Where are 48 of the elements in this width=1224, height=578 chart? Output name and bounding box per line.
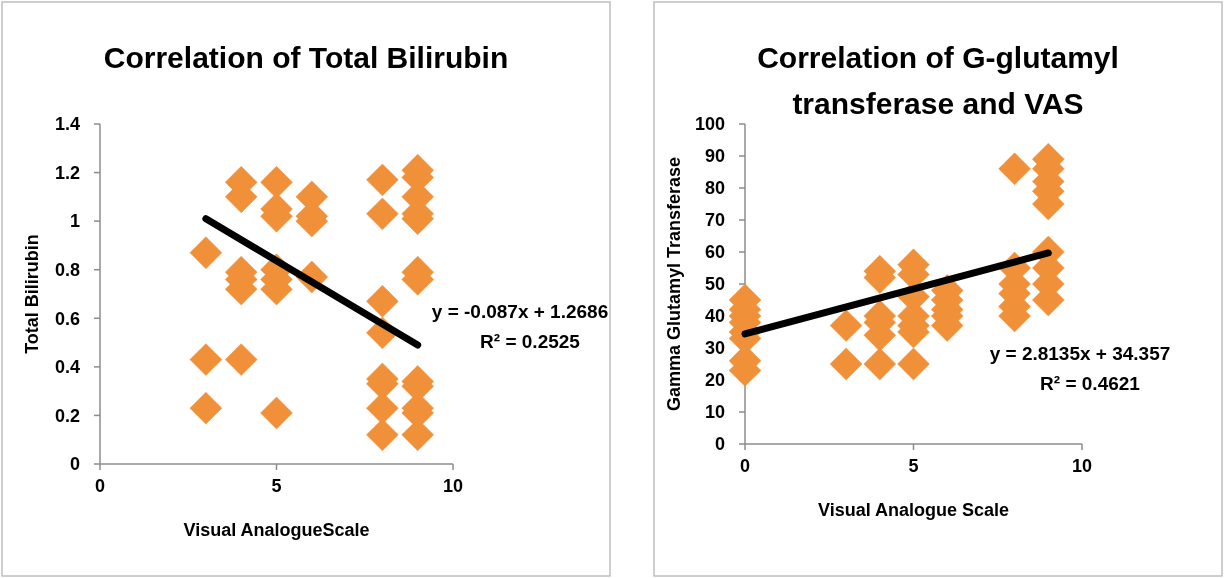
point [260, 396, 293, 430]
x-axis-title: Visual AnalogueScale [183, 520, 370, 540]
y-tick-label: 40 [704, 306, 725, 327]
point [189, 391, 223, 425]
y-tick-label: 0.2 [54, 405, 80, 426]
y-axis-title: Gamma Glutamyl Transferase [664, 156, 684, 412]
point [897, 347, 930, 381]
y-tick-label: 100 [694, 114, 725, 135]
y-tick-label: 50 [704, 274, 725, 295]
chart-title: Correlation of Total Bilirubin [103, 41, 509, 74]
y-tick-label: 0.6 [54, 308, 80, 329]
text: R² = 0.2525 [480, 331, 581, 352]
annotation: y = -0.087x + 1.2686 [431, 301, 609, 322]
y-tick-label: 0 [714, 434, 725, 455]
x-tick-label: 0 [739, 456, 751, 476]
y-tick-label: 70 [704, 210, 725, 231]
y-tick-label: 1.4 [54, 114, 80, 135]
y-tick-label: 0.8 [54, 260, 80, 281]
y-tick-label: 0.4 [54, 357, 80, 378]
x-tick-label: 5 [908, 456, 919, 476]
point [189, 343, 223, 376]
y-tick-label: 30 [704, 338, 725, 359]
x-tick-label: 5 [271, 476, 282, 496]
point [366, 285, 399, 318]
y-tick-label: 90 [704, 146, 725, 167]
y-tick-label: 60 [704, 242, 725, 263]
x-axis-title: Visual Analogue Scale [817, 500, 1010, 520]
point [189, 236, 223, 269]
y-tick-label: 80 [704, 178, 725, 199]
x-tick-label: 0 [94, 476, 106, 496]
chart-title: Correlation of G-glutamyl transferase and VAS [757, 41, 1119, 120]
point [829, 347, 863, 381]
point [998, 152, 1031, 185]
point [863, 347, 896, 381]
x-tick-label: 10 [1071, 456, 1093, 476]
y-tick-label: 1 [69, 211, 80, 232]
y-tick-label: 10 [704, 402, 725, 423]
point [366, 418, 399, 452]
point [366, 197, 399, 231]
annotation: R² = 0.4621 [1040, 373, 1141, 394]
annotation: y = 2.8135x + 34.357 [989, 343, 1171, 364]
y-tick-label: 20 [704, 370, 725, 391]
y-tick-label: 1.2 [54, 162, 80, 183]
point [829, 309, 863, 342]
x-tick-label: 10 [442, 476, 464, 496]
y-axis-title: Total Bilirubin [22, 234, 42, 354]
point [225, 343, 258, 376]
point [366, 163, 399, 197]
